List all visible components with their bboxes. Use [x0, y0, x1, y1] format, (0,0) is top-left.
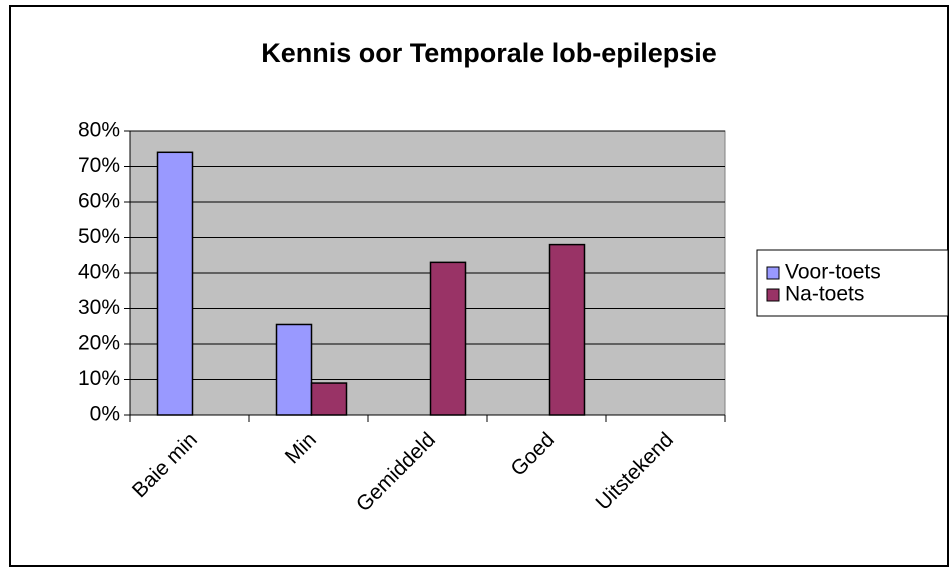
- y-tick-label: 10%: [78, 367, 120, 390]
- y-tick-label: 50%: [78, 225, 120, 248]
- legend-swatch: [766, 288, 780, 302]
- y-tick-label: 60%: [78, 190, 120, 213]
- y-tick-label: 30%: [78, 296, 120, 319]
- legend: [756, 249, 949, 317]
- legend-swatch: [766, 266, 780, 280]
- bar: [156, 151, 194, 416]
- y-tick-label: 0%: [90, 403, 120, 426]
- bar: [275, 323, 313, 416]
- legend-label: Na-toets: [785, 283, 864, 306]
- y-tick-label: 20%: [78, 332, 120, 355]
- y-tick-label: 70%: [78, 154, 120, 177]
- y-tick-label: 80%: [78, 119, 120, 142]
- bar: [429, 261, 467, 416]
- bar: [548, 243, 586, 416]
- chart-title: Kennis oor Temporale lob-epilepsie: [261, 38, 717, 68]
- bar: [310, 382, 348, 416]
- y-tick-label: 40%: [78, 261, 120, 284]
- legend-label: Voor-toets: [785, 261, 881, 284]
